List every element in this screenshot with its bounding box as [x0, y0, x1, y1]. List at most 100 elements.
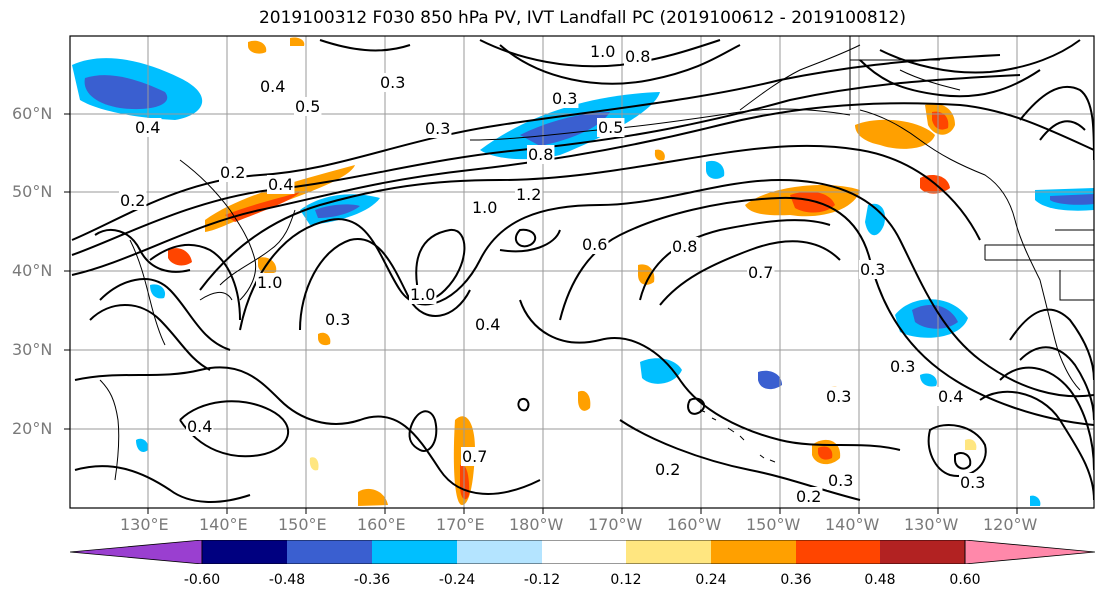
- contour-label-halo: [959, 473, 987, 492]
- contour-label-halo: [256, 273, 284, 292]
- contour-label: 0.8: [528, 145, 553, 164]
- lon-label: 150°E: [278, 515, 327, 534]
- contour-label: 0.3: [325, 310, 350, 329]
- contour-label-halo: [474, 315, 502, 334]
- contour-label-halo: [424, 119, 452, 138]
- colorbar-extend-max: [964, 540, 1095, 564]
- colorbar-tick-label: -0.12: [523, 572, 561, 588]
- colorbar-tick-label: 0.24: [695, 572, 727, 588]
- colorbar-extend-min: [70, 540, 203, 564]
- colorbar-tick-label: -0.60: [183, 572, 221, 588]
- contour-label: 1.0: [590, 42, 615, 61]
- contour-label: 1.2: [516, 185, 541, 204]
- contour-label: 0.7: [748, 263, 773, 282]
- contour-label: 1.0: [472, 198, 497, 217]
- lat-label: 20°N: [12, 419, 53, 438]
- contour-label: 0.4: [135, 118, 160, 137]
- contour-label: 0.3: [552, 89, 577, 108]
- contour-label-halo: [219, 163, 247, 182]
- colorbar-bin: [202, 540, 287, 564]
- lat-label: 40°N: [12, 261, 53, 280]
- contour-label: 1.0: [257, 273, 282, 292]
- contour-label: 0.2: [796, 487, 821, 506]
- contour-label: 0.4: [938, 387, 963, 406]
- colorbar-tick-label: 0.36: [780, 572, 812, 588]
- contour-label-halo: [671, 237, 699, 256]
- contour-label-halo: [859, 260, 887, 279]
- contour-label-halo: [795, 487, 823, 506]
- contour-label-halo: [624, 47, 652, 66]
- colorbar-tick-label: 0.48: [864, 572, 896, 588]
- contour-label: 0.3: [425, 119, 450, 138]
- lon-label: 150°W: [746, 515, 801, 534]
- contour-label-halo: [889, 357, 917, 376]
- contour-label-halo: [409, 285, 437, 304]
- contour-label: 0.8: [625, 47, 650, 66]
- contour-label: 0.2: [220, 163, 245, 182]
- colorbar-bin: [542, 540, 626, 564]
- contour-label-halo: [461, 447, 489, 466]
- contour-label: 0.4: [268, 175, 293, 194]
- lat-label: 30°N: [12, 340, 53, 359]
- contour-label-halo: [747, 263, 775, 282]
- contour-label: 1.0: [410, 285, 435, 304]
- coastlines: [99, 36, 1094, 481]
- contour-label-halo: [654, 460, 682, 479]
- contour-label: 0.8: [672, 237, 697, 256]
- contour-label: 0.6: [582, 235, 607, 254]
- contour-label: 0.3: [380, 73, 405, 92]
- lon-label: 140°E: [199, 515, 248, 534]
- lat-label: 50°N: [12, 182, 53, 201]
- colorbar-tick-label: 0.60: [949, 572, 981, 588]
- lon-label: 130°W: [904, 515, 959, 534]
- contour-label: 0.3: [890, 357, 915, 376]
- contour-label: 0.5: [598, 118, 623, 137]
- contour-label-halo: [527, 145, 555, 164]
- contour-label-halo: [379, 73, 407, 92]
- contour-labels: 0.4 0.5 0.4 0.2 0.2 0.4 0.3 0.3 1.0 0.8 …: [119, 42, 987, 506]
- contour-label: 0.4: [475, 315, 500, 334]
- contour-label-halo: [119, 191, 147, 210]
- contour-label: 0.5: [295, 97, 320, 116]
- contour-label: 0.4: [260, 77, 285, 96]
- contour-label: 0.2: [655, 460, 680, 479]
- contour-label-halo: [515, 185, 543, 204]
- lon-label: 180°W: [509, 515, 564, 534]
- lon-label: 170°W: [588, 515, 643, 534]
- contour-label: 0.3: [960, 473, 985, 492]
- contour-label-halo: [324, 310, 352, 329]
- lon-label: 160°W: [667, 515, 722, 534]
- colorbar-tick-label: -0.36: [353, 572, 391, 588]
- contour-label-halo: [471, 198, 499, 217]
- contour-label-halo: [937, 387, 965, 406]
- colorbar-bin: [880, 540, 965, 564]
- colorbar-tick-label: 0.12: [610, 572, 642, 588]
- contour-label-halo: [294, 97, 322, 116]
- map-title: 2019100312 F030 850 hPa PV, IVT Landfall…: [258, 8, 906, 28]
- colorbar-bin: [457, 540, 542, 564]
- contour-label: 0.3: [860, 260, 885, 279]
- contour-label-halo: [825, 387, 853, 406]
- contour-label-halo: [186, 417, 214, 436]
- colorbar-tick-label: -0.48: [268, 572, 306, 588]
- lon-label: 130°E: [120, 515, 169, 534]
- contour-label-halo: [134, 118, 162, 137]
- contour-label-halo: [827, 471, 855, 490]
- lat-label: 60°N: [12, 104, 53, 123]
- contour-label: 0.4: [187, 417, 212, 436]
- colorbar-bin: [372, 540, 457, 564]
- contour-label-halo: [597, 118, 625, 137]
- contour-label: 0.3: [826, 387, 851, 406]
- colorbar-bin: [287, 540, 372, 564]
- contour-label-halo: [267, 175, 295, 194]
- colorbar-tick-label: -0.24: [438, 572, 476, 588]
- axis-ticks: [64, 113, 1018, 514]
- contour-label-halo: [259, 77, 287, 96]
- colorbar: [70, 540, 1095, 564]
- contour-label: 0.2: [120, 191, 145, 210]
- ivt-contours: [71, 39, 1094, 503]
- colorbar-bin: [796, 540, 880, 564]
- contour-label: 0.3: [828, 471, 853, 490]
- lon-label: 120°W: [983, 515, 1038, 534]
